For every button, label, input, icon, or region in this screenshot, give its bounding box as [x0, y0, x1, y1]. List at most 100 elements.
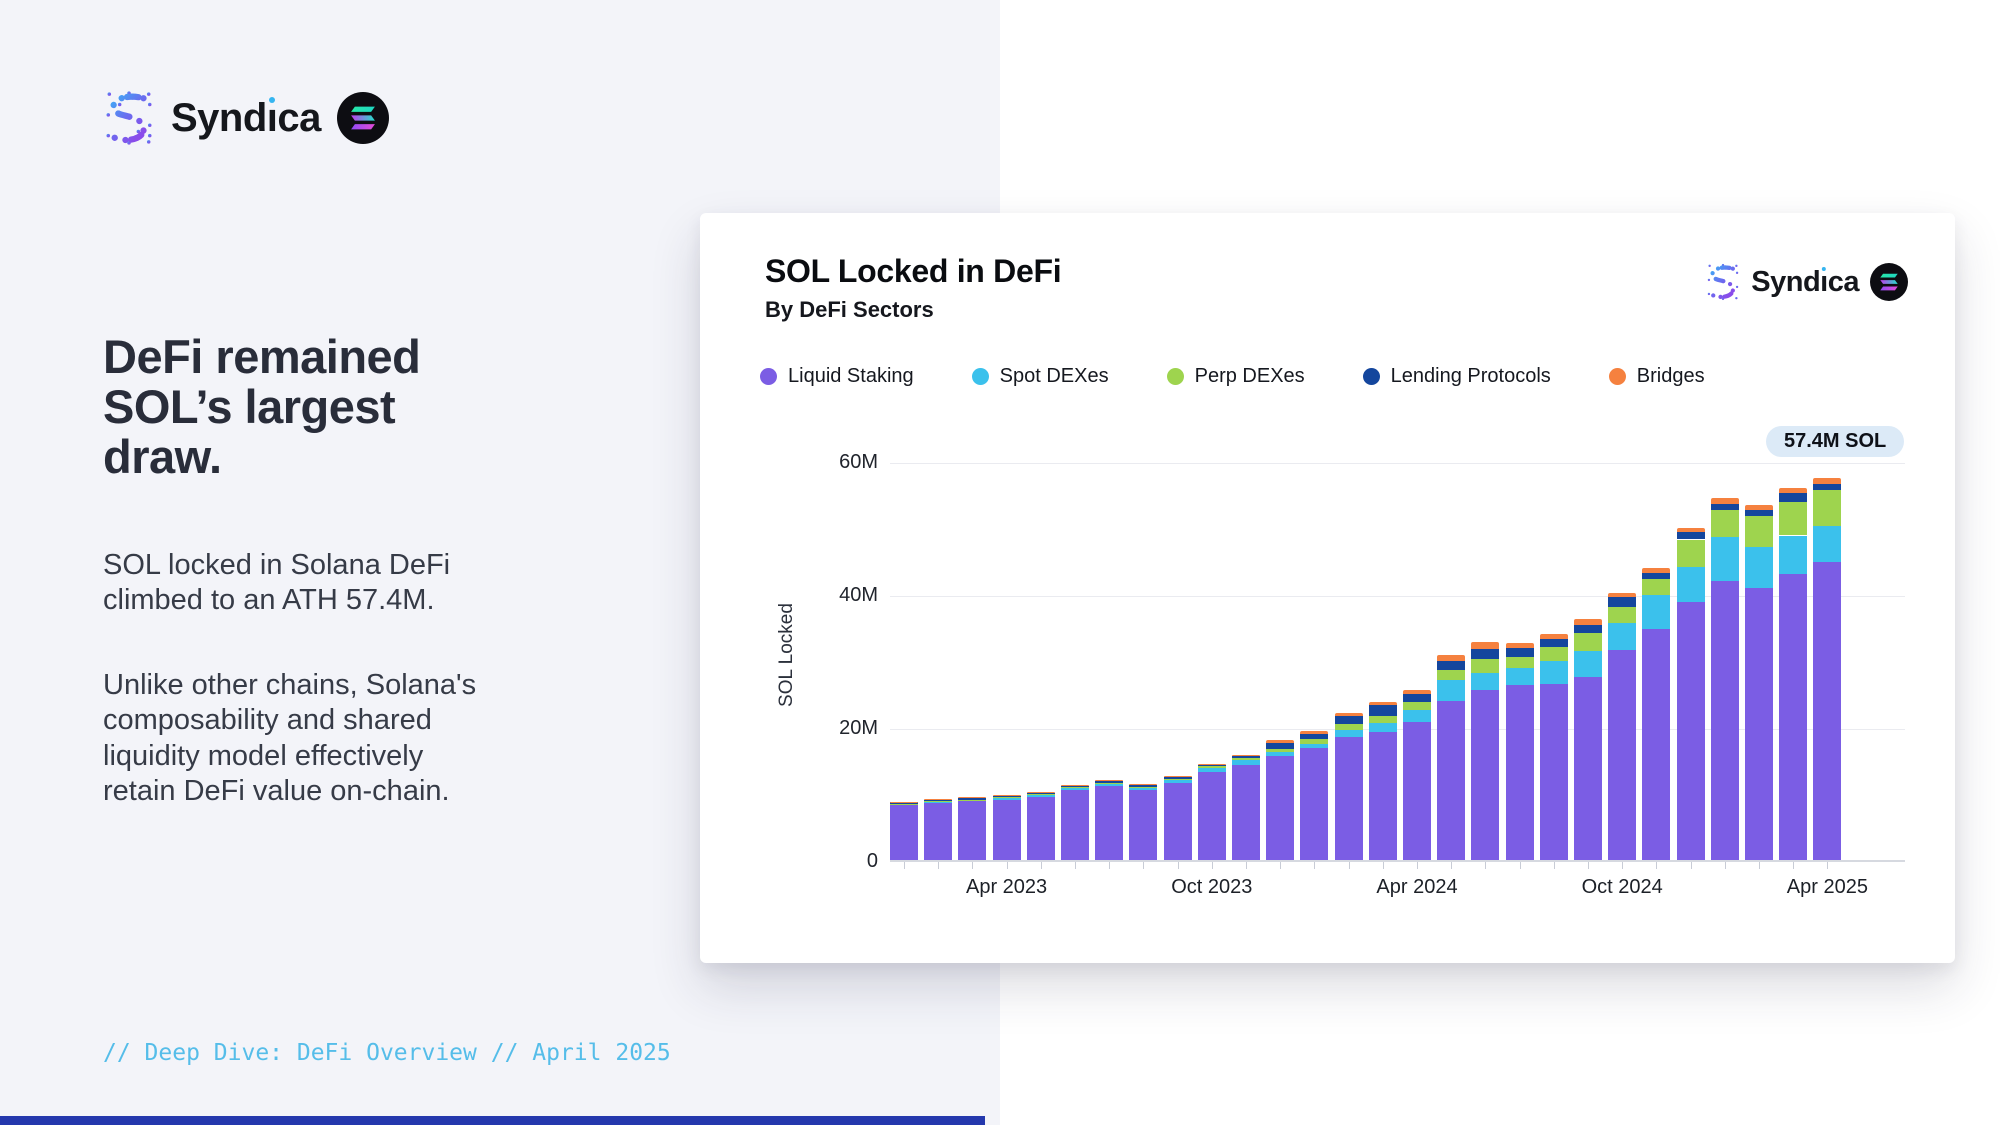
bar-feb-2025: [1745, 461, 1773, 860]
footer-tagline: // Deep Dive: DeFi Overview // April 202…: [103, 1040, 671, 1066]
bar-segment-liquid-staking: [1095, 786, 1123, 860]
bar-apr-2025: [1813, 461, 1841, 860]
bar-segment-lending-protocols: [1061, 785, 1089, 788]
bar-jul-2023: [1095, 461, 1123, 860]
bar-segment-liquid-staking: [1711, 580, 1739, 860]
bar-segment-liquid-staking: [1300, 747, 1328, 860]
bar-segment-liquid-staking: [1779, 574, 1807, 860]
bar-segment-spot-dexes: [993, 797, 1021, 800]
legend-label: Spot DEXes: [999, 364, 1109, 387]
bar-segment-liquid-staking: [1232, 764, 1260, 860]
bar-segment-perp-dexes: [1437, 669, 1465, 680]
bar-segment-bridges: [1061, 784, 1089, 786]
bar-segment-bridges: [1129, 784, 1157, 786]
bar-segment-perp-dexes: [1129, 786, 1157, 788]
bar-segment-bridges: [1164, 776, 1192, 778]
legend-dot-icon: [1362, 367, 1380, 385]
x-minor-tick: [1417, 862, 1418, 869]
y-tick-label: 40M: [839, 584, 878, 606]
bar-segment-lending-protocols: [1198, 764, 1226, 767]
bar-segment-bridges: [1642, 568, 1670, 573]
legend-dot-icon: [760, 367, 777, 385]
bar-segment-liquid-staking: [1813, 562, 1841, 860]
x-minor-tick: [1725, 862, 1726, 869]
bar-segment-liquid-staking: [1677, 601, 1705, 860]
bar-segment-perp-dexes: [1300, 739, 1328, 744]
bar-segment-lending-protocols: [1540, 638, 1568, 648]
bar-jan-2023: [890, 461, 918, 860]
bar-segment-spot-dexes: [1677, 566, 1705, 602]
x-minor-tick: [938, 862, 939, 869]
card-brand-lockup: Syndıca: [1706, 263, 1908, 301]
bar-segment-liquid-staking: [1061, 790, 1089, 860]
bar-segment-spot-dexes: [1745, 546, 1773, 589]
headline: DeFi remained SOL’s largest draw.: [103, 330, 421, 483]
bar-segment-lending-protocols: [1574, 625, 1602, 633]
x-minor-tick: [1075, 862, 1076, 869]
bar-segment-lending-protocols: [1095, 781, 1123, 783]
paragraph-ath: SOL locked in Solana DeFi climbed to an …: [103, 549, 451, 617]
bar-segment-bridges: [1266, 739, 1294, 743]
bar-segment-lending-protocols: [1027, 792, 1055, 795]
solana-logo-icon: [1870, 263, 1908, 301]
bar-segment-perp-dexes: [1779, 502, 1807, 536]
bar-segment-spot-dexes: [1129, 787, 1157, 791]
x-minor-tick: [1554, 862, 1555, 869]
bar-segment-bridges: [1711, 498, 1739, 504]
bar-segment-perp-dexes: [1027, 794, 1055, 795]
x-minor-tick: [1280, 862, 1281, 869]
bar-segment-lending-protocols: [1403, 694, 1431, 703]
brand-lockup: Syndıca: [103, 90, 389, 146]
bar-segment-liquid-staking: [1198, 771, 1226, 860]
bar-jan-2025: [1711, 461, 1739, 860]
syndica-wordmark: Syndıca: [171, 96, 321, 140]
bar-segment-spot-dexes: [1369, 723, 1397, 732]
legend-label: Bridges: [1636, 364, 1705, 387]
paragraph-composability: Unlike other chains, Solana's composabil…: [103, 669, 477, 808]
x-minor-tick: [972, 862, 973, 869]
bar-segment-lending-protocols: [993, 795, 1021, 798]
bar-segment-lending-protocols: [890, 802, 918, 804]
x-tick-label: Apr 2025: [1786, 876, 1868, 898]
legend-label: Perp DEXes: [1194, 364, 1305, 387]
bar-segment-spot-dexes: [1540, 660, 1568, 684]
bar-aug-2024: [1540, 461, 1568, 860]
bar-segment-lending-protocols: [1164, 777, 1192, 779]
y-tick-label: 60M: [839, 451, 878, 473]
x-minor-tick: [1041, 862, 1042, 869]
bar-segment-liquid-staking: [1027, 796, 1055, 860]
gridline-40M: [890, 596, 1905, 597]
syndica-wordmark: Syndıca: [1751, 265, 1859, 298]
legend-item-liquid-staking: Liquid Staking: [760, 365, 914, 388]
bar-may-2024: [1437, 461, 1465, 860]
solana-logo-icon: [336, 92, 389, 144]
bar-segment-lending-protocols: [1129, 785, 1157, 787]
bar-mar-2024: [1369, 461, 1397, 860]
gridline-60M: [890, 463, 1905, 464]
bar-sep-2024: [1574, 461, 1602, 860]
bar-mar-2023: [958, 461, 986, 860]
bar-segment-perp-dexes: [1574, 632, 1602, 651]
legend-dot-icon: [1608, 367, 1626, 385]
bar-segment-liquid-staking: [1164, 782, 1192, 860]
y-tick-label: 20M: [839, 717, 878, 739]
x-tick-label: Oct 2023: [1171, 876, 1253, 898]
bar-jun-2023: [1061, 461, 1089, 860]
bar-segment-bridges: [1232, 754, 1260, 757]
bar-segment-liquid-staking: [1129, 790, 1157, 860]
bar-segment-bridges: [1300, 731, 1328, 734]
legend-label: Liquid Staking: [788, 364, 914, 387]
bar-segment-bridges: [1437, 654, 1465, 661]
bar-segment-spot-dexes: [1471, 673, 1499, 690]
bar-segment-perp-dexes: [1745, 516, 1773, 547]
bar-segment-liquid-staking: [1642, 628, 1670, 860]
legend: Liquid Staking Spot DEXes Perp DEXes Lendin…: [760, 363, 1705, 389]
bar-segment-spot-dexes: [1506, 668, 1534, 686]
bar-segment-bridges: [958, 797, 986, 799]
bar-may-2023: [1027, 461, 1055, 860]
bar-segment-spot-dexes: [1642, 595, 1670, 629]
legend-item-perp-dexes: Perp DEXes: [1166, 364, 1305, 388]
bar-segment-lending-protocols: [1266, 742, 1294, 750]
bar-segment-bridges: [1677, 527, 1705, 533]
